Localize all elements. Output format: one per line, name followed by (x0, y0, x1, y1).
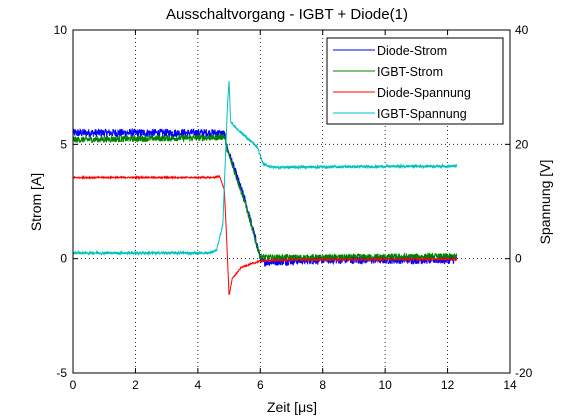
legend-entry: Diode-Strom (377, 44, 447, 58)
x-tick-label: 12 (441, 378, 455, 392)
chart-title: Ausschaltvorgang - IGBT + Diode(1) (166, 6, 408, 23)
y-axis-label-right: Spannung [V] (537, 160, 553, 245)
y-axis-label-left: Strom [A] (28, 173, 44, 231)
x-tick-label: 4 (195, 378, 202, 392)
x-tick-label: 14 (503, 378, 517, 392)
x-tick-label: 0 (70, 378, 77, 392)
y-tick-label-left: -5 (56, 366, 67, 380)
y-tick-label-left: 10 (54, 23, 68, 37)
series-line-diode-spannung (72, 174, 458, 296)
legend-entry: IGBT-Strom (377, 65, 443, 79)
y-tick-label-right: 20 (515, 137, 529, 151)
y-tick-label-right: 40 (515, 23, 529, 37)
x-tick-label: 8 (319, 378, 326, 392)
y-tick-label-right: -20 (515, 366, 533, 380)
x-axis-label: Zeit [μs] (267, 399, 317, 415)
y-tick-label-left: 0 (60, 252, 67, 266)
legend-box (326, 37, 504, 125)
x-tick-label: 6 (257, 378, 264, 392)
series-line-igbt-strom (72, 133, 458, 263)
x-tick-label: 2 (132, 378, 139, 392)
y-tick-label-right: 0 (515, 252, 522, 266)
axes-frame (72, 29, 511, 374)
y-tick-label-left: 5 (60, 137, 67, 151)
legend-entry: IGBT-Spannung (377, 107, 467, 121)
series-line-igbt-spannung (72, 80, 458, 257)
legend-entry: Diode-Spannung (377, 86, 471, 100)
x-tick-label: 10 (378, 378, 392, 392)
legend: Diode-Strom IGBT-Strom Diode-Spannung IGBT-… (326, 37, 504, 125)
plot-area (72, 80, 458, 296)
